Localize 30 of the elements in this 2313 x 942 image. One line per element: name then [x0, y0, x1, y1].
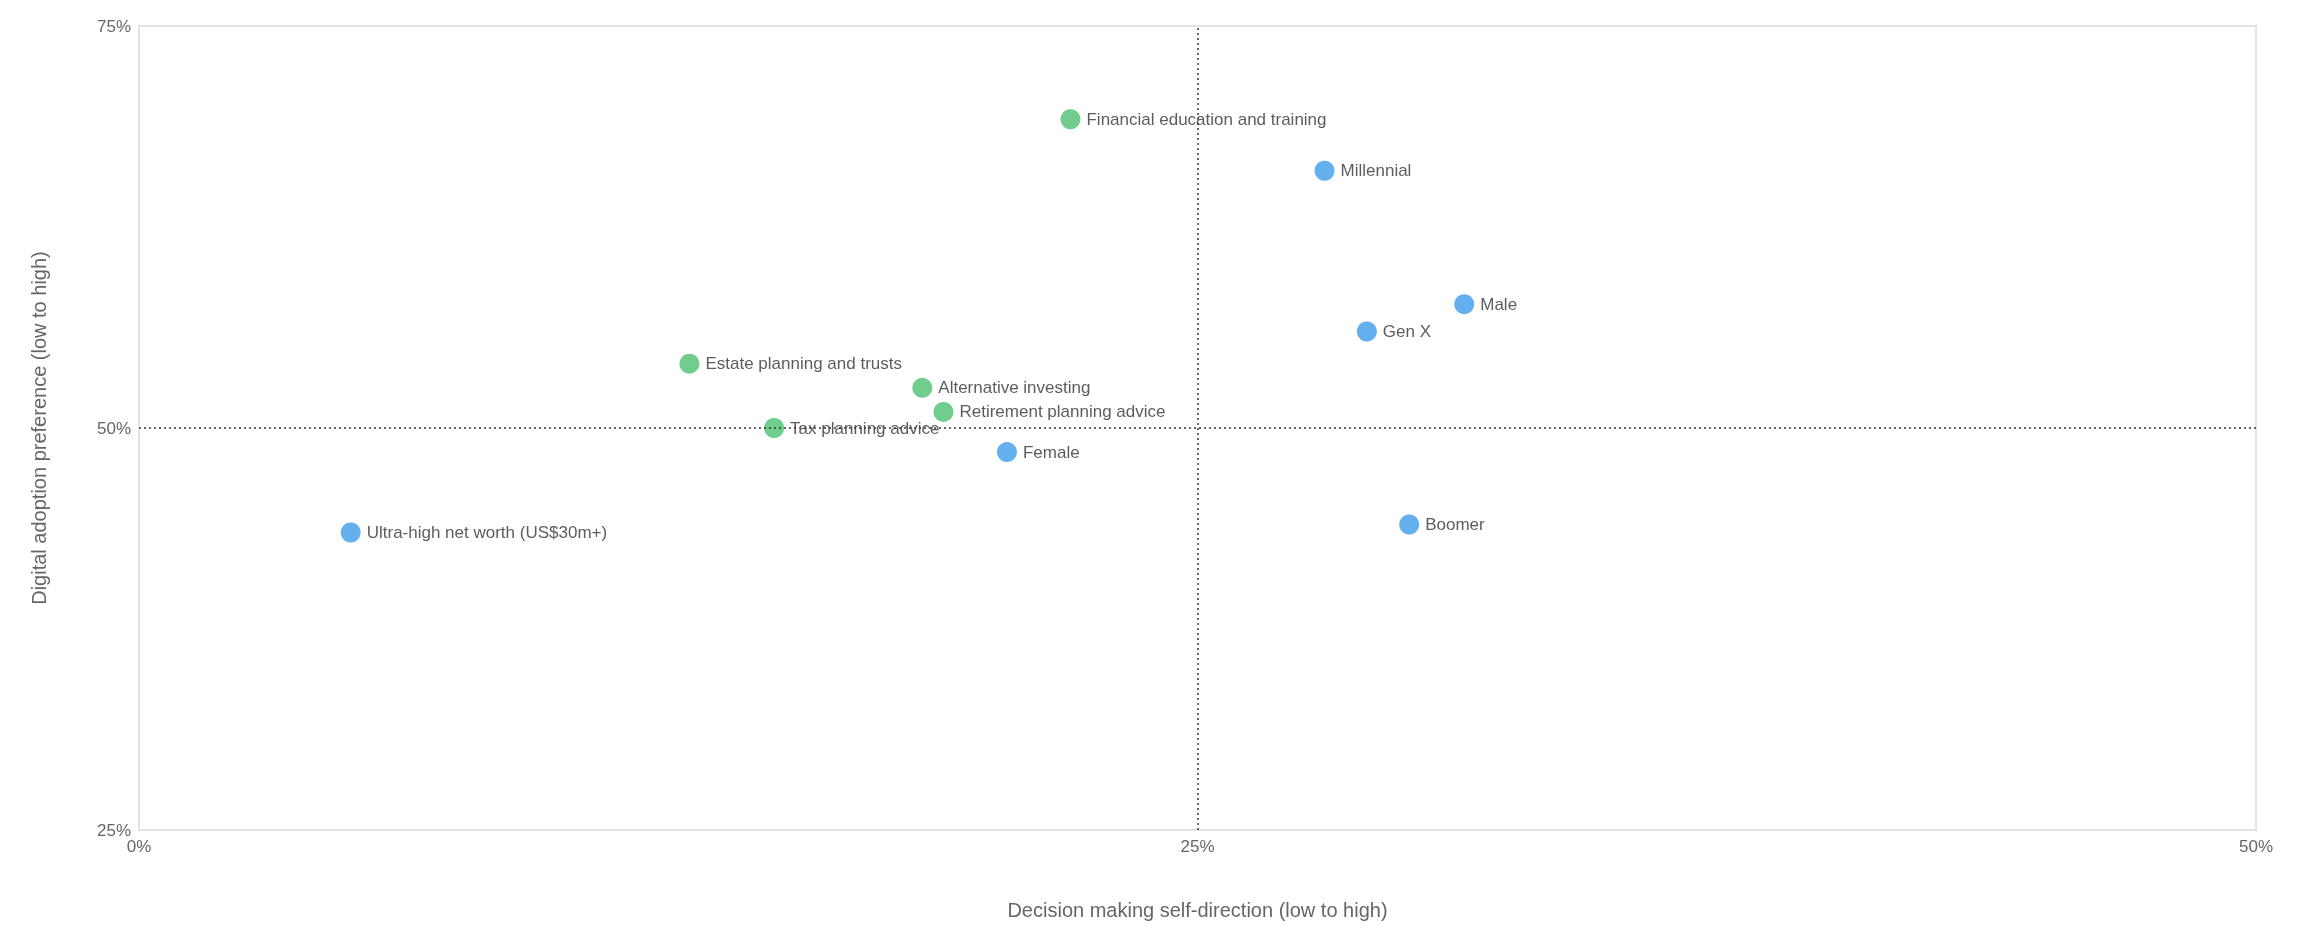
x-tick-label: 0%	[126, 837, 152, 856]
point	[933, 401, 954, 422]
point	[1399, 514, 1420, 535]
point	[912, 377, 933, 398]
annotation: Estate planning and trusts	[705, 354, 902, 374]
annotation: Gen X	[1382, 322, 1432, 342]
annotation: Financial education and training	[1086, 109, 1327, 129]
annotation: Ultra-high net worth (US$30m+)	[366, 523, 608, 543]
annotation: Male	[1480, 294, 1518, 314]
y-tick-label: 50%	[96, 418, 131, 438]
x-axis-title: Decision making self-direction (low to high)	[1007, 899, 1388, 921]
annotation: Retirement planning advice	[959, 402, 1166, 422]
point	[996, 442, 1017, 463]
y-tick-label: 75%	[96, 16, 131, 36]
x-tick-label: 50%	[2238, 837, 2274, 856]
annotation: Boomer	[1425, 514, 1486, 534]
annotation: Millennial	[1340, 161, 1412, 181]
point	[764, 418, 785, 438]
annotation: Alternative investing	[938, 378, 1091, 398]
annotation: Tax planning advice	[790, 418, 940, 438]
y-axis-title: Digital adoption preference (low to high)	[28, 251, 50, 605]
point	[1454, 294, 1475, 315]
annotation: Female	[1022, 442, 1080, 462]
x-tick-label: 25%	[1180, 837, 1215, 856]
point	[1356, 321, 1377, 342]
point	[1060, 109, 1081, 130]
y-tick-label: 25%	[96, 820, 131, 840]
point	[340, 522, 361, 543]
point	[679, 353, 700, 374]
point	[1314, 160, 1335, 181]
